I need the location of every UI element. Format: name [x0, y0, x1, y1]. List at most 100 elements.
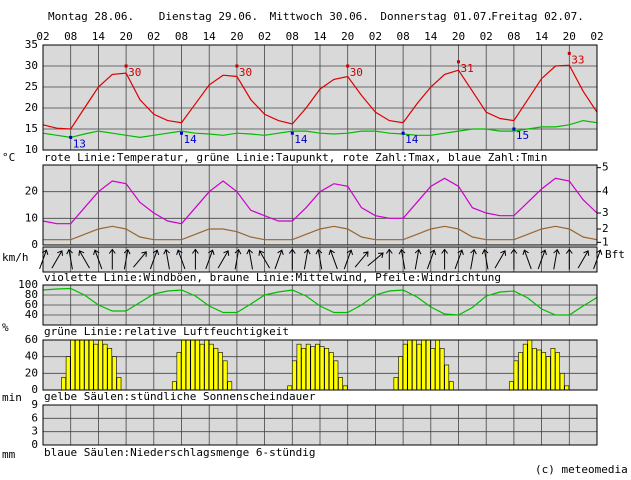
bar: [407, 339, 413, 391]
bar: [222, 360, 228, 391]
day-label: Donnerstag 01.07.: [380, 10, 493, 23]
unit-label: min: [2, 391, 22, 404]
bar: [324, 348, 330, 391]
y-tick-label: 3: [31, 425, 38, 438]
bar: [342, 385, 348, 391]
x-tick-label: 08: [286, 30, 299, 43]
wind-arrow: [191, 248, 199, 270]
bar: [430, 348, 436, 391]
bar: [227, 381, 233, 391]
day-label: Dienstag 29.06.: [159, 10, 258, 23]
wind-arrow: [367, 252, 384, 267]
bar: [291, 360, 297, 391]
wind-arrow: [577, 250, 590, 269]
bar: [522, 343, 528, 391]
y-tick-label: 15: [25, 122, 38, 135]
x-tick-label: 20: [563, 30, 576, 43]
series-line: [43, 225, 598, 241]
x-tick-label: 20: [230, 30, 243, 43]
wind-arrow: [176, 249, 186, 270]
x-tick-label: 20: [452, 30, 465, 43]
extreme-label: 14: [184, 133, 198, 146]
bar: [421, 339, 427, 391]
bar: [61, 377, 66, 391]
bar: [301, 348, 306, 391]
y-tick-label: 20: [25, 101, 38, 114]
day-label: Freitag 02.07.: [491, 10, 584, 23]
bar: [444, 364, 450, 391]
wind-arrow: [288, 248, 296, 270]
bar: [315, 343, 320, 391]
bar: [393, 377, 399, 391]
wind-arrow: [163, 248, 170, 270]
bar: [93, 343, 99, 391]
bar: [536, 349, 542, 391]
wind-arrow: [481, 248, 489, 270]
panel-caption: gelbe Säulen:stündliche Sonnenscheindaue…: [44, 390, 316, 403]
bar: [541, 352, 547, 391]
unit-label: %: [2, 321, 9, 334]
x-tick-label: 20: [119, 30, 132, 43]
extreme-label: 33: [571, 53, 584, 66]
y-tick-label: 60: [25, 298, 38, 311]
bar: [412, 339, 417, 391]
bar: [398, 356, 403, 391]
y-tick-label: 20: [25, 366, 38, 379]
panel-border: [42, 404, 598, 446]
y-tick-label: 0: [31, 383, 38, 396]
wind-arrow: [553, 248, 560, 270]
bar: [559, 373, 565, 391]
y-tick-label: 40: [25, 350, 38, 363]
bar: [199, 343, 205, 391]
wind-arrow: [522, 249, 532, 270]
x-tick-label: 02: [480, 30, 493, 43]
bar: [564, 385, 570, 391]
extreme-label: 31: [461, 62, 474, 75]
panel-caption: violette Linie:Windböen, braune Linie:Mi…: [44, 271, 501, 284]
y-tick-label: 40: [25, 308, 38, 321]
y-tick-label: 6: [31, 411, 38, 424]
bar: [328, 352, 334, 391]
extreme-label: 30: [128, 66, 141, 79]
bar: [171, 381, 177, 391]
bar: [425, 339, 431, 391]
wind-arrow: [354, 251, 369, 268]
wind-arrow: [510, 248, 518, 270]
bar: [218, 352, 223, 391]
x-tick-label: 08: [64, 30, 77, 43]
panel-border: [42, 44, 598, 151]
x-tick-label: 14: [424, 30, 438, 43]
day-label: Mittwoch 30.06.: [270, 10, 369, 23]
wind-arrow: [93, 249, 103, 270]
x-tick-label: 02: [369, 30, 382, 43]
extreme-label: 15: [516, 129, 529, 142]
extreme-marker: [290, 131, 294, 135]
wind-arrow: [537, 249, 547, 270]
unit2-label: Bft: [605, 248, 625, 261]
bar: [181, 339, 186, 391]
y-tick-label: 0: [31, 238, 38, 251]
bar: [545, 356, 551, 391]
bar: [195, 339, 200, 391]
series-line: [42, 177, 598, 225]
x-tick-label: 02: [590, 30, 603, 43]
y2-tick-label: 4: [602, 185, 609, 198]
wind-arrow: [414, 248, 422, 270]
bar: [402, 343, 408, 391]
bar: [439, 348, 445, 391]
y-tick-label: 60: [25, 333, 38, 346]
wind-arrow: [470, 248, 477, 270]
wind-arrow: [565, 248, 573, 270]
extreme-marker: [180, 131, 183, 135]
extreme-marker: [567, 51, 571, 55]
bar: [555, 352, 560, 391]
bar: [518, 352, 523, 391]
x-tick-label: 08: [396, 30, 409, 43]
bar: [513, 360, 519, 391]
y-tick-label: 9: [31, 398, 38, 411]
extreme-marker: [346, 64, 350, 68]
wind-arrow: [205, 249, 215, 270]
panel-caption: rote Linie:Temperatur, grüne Linie:Taupu…: [44, 151, 547, 164]
wind-arrow: [426, 249, 437, 270]
